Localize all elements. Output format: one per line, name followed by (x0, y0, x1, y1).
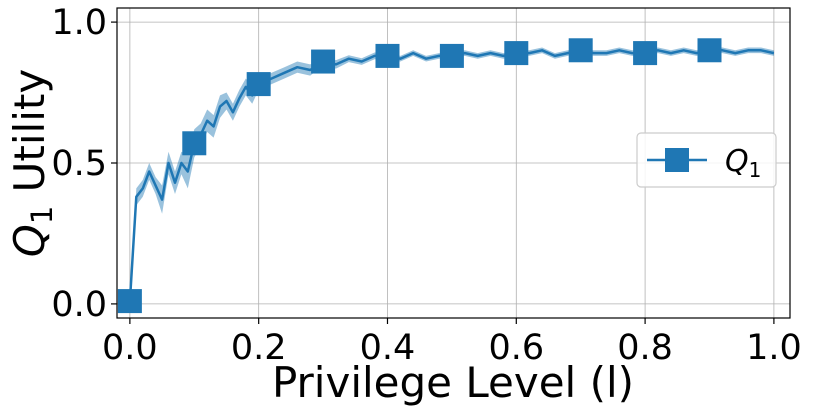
y-axis-ticks: 0.0 0.5 1.0 (51, 3, 117, 325)
x-tick-label: 0.6 (488, 328, 544, 368)
y-axis-title-sub: 1 (25, 206, 59, 224)
q1-marker (182, 131, 207, 156)
q1-marker (568, 38, 593, 63)
legend-label: Q1 (725, 144, 761, 182)
legend: Q1 (636, 132, 777, 188)
x-tick-label: 1.0 (746, 328, 802, 368)
y-tick-label: 1.0 (51, 3, 107, 43)
x-tick-label: 0.2 (231, 328, 287, 368)
q1-marker (633, 41, 658, 66)
y-axis-title-rest: Utility (5, 69, 54, 206)
q1-marker (311, 49, 336, 74)
y-axis-title-main: Q (5, 224, 54, 257)
legend-label-main: Q (725, 144, 749, 179)
q1-marker (375, 43, 400, 68)
x-tick-label: 0.8 (617, 328, 673, 368)
series-markers-layer (117, 38, 722, 314)
q1-marker (439, 43, 464, 68)
q1-marker (117, 289, 142, 314)
y-tick-label: 0.0 (51, 285, 107, 325)
legend-label-sub: 1 (749, 158, 762, 182)
legend-marker-swatch (665, 148, 689, 172)
x-axis-title: Privilege Level (l) (272, 358, 634, 407)
q1-marker (697, 38, 722, 63)
y-tick-label: 0.5 (51, 144, 107, 184)
x-tick-label: 0.0 (102, 328, 158, 368)
x-tick-label: 0.4 (360, 328, 416, 368)
q1-marker (246, 72, 271, 97)
q1-marker (504, 41, 529, 66)
x-axis-ticks: 0.0 0.2 0.4 0.6 0.8 1.0 (102, 318, 802, 368)
y-axis-title: Q1 Utility (5, 69, 59, 257)
